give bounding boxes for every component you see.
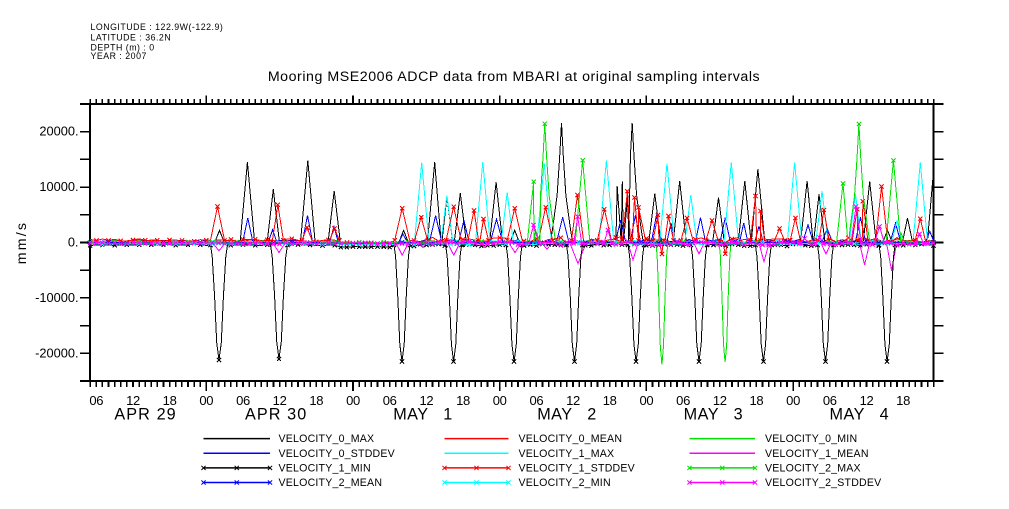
- svg-text:APR 29: APR 29: [114, 406, 176, 424]
- svg-text:12: 12: [860, 393, 874, 408]
- svg-text:VELOCITY_2_MAX: VELOCITY_2_MAX: [765, 462, 861, 474]
- svg-text:-20000.: -20000.: [35, 345, 78, 360]
- svg-text:06: 06: [383, 393, 397, 408]
- svg-text:18: 18: [456, 393, 470, 408]
- svg-text:12: 12: [566, 393, 580, 408]
- svg-text:10000.: 10000.: [39, 179, 78, 194]
- svg-text:VELOCITY_2_STDDEV: VELOCITY_2_STDDEV: [765, 477, 882, 489]
- svg-text:00: 00: [199, 393, 213, 408]
- svg-text:MAY 4: MAY 4: [830, 406, 890, 424]
- svg-text:06: 06: [236, 393, 250, 408]
- svg-text:DEPTH (m) : 0: DEPTH (m) : 0: [91, 43, 155, 53]
- svg-text:00: 00: [493, 393, 507, 408]
- svg-text:00: 00: [639, 393, 653, 408]
- svg-text:20000.: 20000.: [39, 124, 78, 139]
- svg-text:06: 06: [676, 393, 690, 408]
- svg-text:06: 06: [529, 393, 543, 408]
- svg-text:Mooring MSE2006 ADCP data from: Mooring MSE2006 ADCP data from MBARI at …: [268, 69, 760, 85]
- svg-text:VELOCITY_2_MEAN: VELOCITY_2_MEAN: [279, 477, 383, 489]
- svg-text:mm/s: mm/s: [14, 221, 30, 264]
- svg-text:VELOCITY_1_MEAN: VELOCITY_1_MEAN: [765, 448, 869, 460]
- svg-text:VELOCITY_2_MIN: VELOCITY_2_MIN: [519, 477, 611, 489]
- svg-text:12: 12: [273, 393, 287, 408]
- svg-text:06: 06: [823, 393, 837, 408]
- svg-text:APR 30: APR 30: [245, 406, 307, 424]
- svg-text:MAY 3: MAY 3: [684, 406, 744, 424]
- svg-text:VELOCITY_1_MIN: VELOCITY_1_MIN: [279, 462, 371, 474]
- svg-text:MAY 1: MAY 1: [393, 406, 453, 424]
- svg-text:12: 12: [419, 393, 433, 408]
- svg-text:VELOCITY_1_MAX: VELOCITY_1_MAX: [519, 448, 615, 460]
- svg-text:00: 00: [346, 393, 360, 408]
- svg-text:VELOCITY_1_STDDEV: VELOCITY_1_STDDEV: [519, 462, 636, 474]
- svg-text:18: 18: [749, 393, 763, 408]
- svg-text:18: 18: [896, 393, 910, 408]
- svg-text:12: 12: [126, 393, 140, 408]
- svg-text:18: 18: [163, 393, 177, 408]
- svg-text:-10000.: -10000.: [35, 290, 78, 305]
- svg-text:VELOCITY_0_MAX: VELOCITY_0_MAX: [279, 433, 375, 445]
- svg-text:VELOCITY_0_STDDEV: VELOCITY_0_STDDEV: [279, 448, 396, 460]
- svg-text:VELOCITY_0_MEAN: VELOCITY_0_MEAN: [519, 433, 623, 445]
- svg-text:LATITUDE : 36.2N: LATITUDE : 36.2N: [91, 33, 172, 43]
- svg-text:MAY 2: MAY 2: [537, 406, 597, 424]
- svg-text:12: 12: [713, 393, 727, 408]
- svg-text:VELOCITY_0_MIN: VELOCITY_0_MIN: [765, 433, 857, 445]
- svg-text:YEAR : 2007: YEAR : 2007: [91, 51, 147, 61]
- svg-text:18: 18: [309, 393, 323, 408]
- svg-text:LONGITUDE : 122.9W(-122.9): LONGITUDE : 122.9W(-122.9): [91, 22, 224, 32]
- svg-text:0.: 0.: [68, 235, 79, 250]
- svg-text:18: 18: [603, 393, 617, 408]
- svg-text:00: 00: [786, 393, 800, 408]
- svg-text:06: 06: [89, 393, 103, 408]
